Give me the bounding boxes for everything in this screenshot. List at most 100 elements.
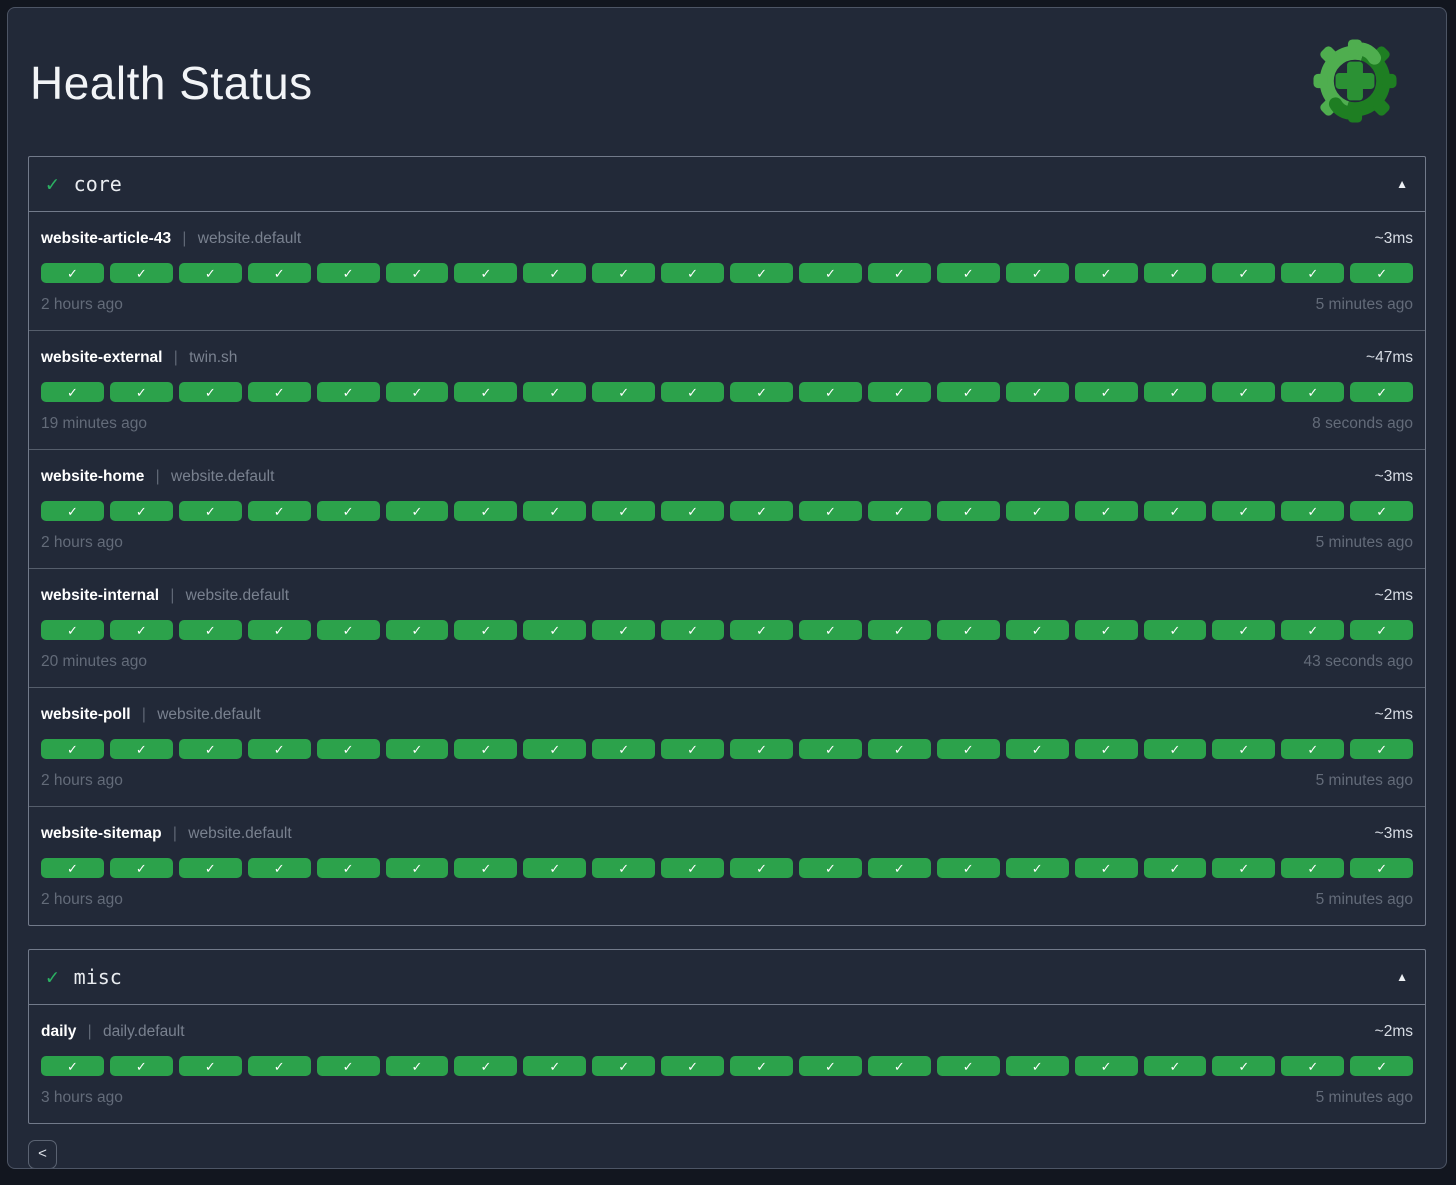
- check-pill-ok[interactable]: ✓: [867, 620, 931, 640]
- check-pill-ok[interactable]: ✓: [1005, 501, 1069, 521]
- check-pill-ok[interactable]: ✓: [316, 263, 380, 283]
- check-pill-ok[interactable]: ✓: [109, 1056, 173, 1076]
- check-pill-ok[interactable]: ✓: [385, 739, 449, 759]
- check-pill-ok[interactable]: ✓: [1350, 620, 1414, 640]
- check-pill-ok[interactable]: ✓: [730, 739, 793, 759]
- check-pill-ok[interactable]: ✓: [316, 501, 380, 521]
- check-pill-ok[interactable]: ✓: [178, 620, 242, 640]
- check-pill-ok[interactable]: ✓: [661, 858, 725, 878]
- check-pill-ok[interactable]: ✓: [867, 263, 931, 283]
- check-pill-ok[interactable]: ✓: [730, 1056, 793, 1076]
- check-pill-ok[interactable]: ✓: [1350, 858, 1414, 878]
- check-pill-ok[interactable]: ✓: [1212, 858, 1276, 878]
- check-pill-ok[interactable]: ✓: [592, 739, 656, 759]
- check-pill-ok[interactable]: ✓: [936, 501, 1000, 521]
- check-pill-ok[interactable]: ✓: [730, 858, 793, 878]
- check-pill-ok[interactable]: ✓: [936, 858, 1000, 878]
- check-pill-ok[interactable]: ✓: [661, 1056, 725, 1076]
- check-pill-ok[interactable]: ✓: [867, 1056, 931, 1076]
- check-pill-ok[interactable]: ✓: [798, 620, 862, 640]
- check-pill-ok[interactable]: ✓: [1212, 382, 1276, 402]
- check-pill-ok[interactable]: ✓: [1350, 382, 1414, 402]
- check-pill-ok[interactable]: ✓: [178, 858, 242, 878]
- check-pill-ok[interactable]: ✓: [523, 263, 587, 283]
- check-pill-ok[interactable]: ✓: [385, 620, 449, 640]
- check-pill-ok[interactable]: ✓: [730, 382, 793, 402]
- back-button[interactable]: <: [28, 1140, 57, 1168]
- check-pill-ok[interactable]: ✓: [592, 858, 656, 878]
- check-pill-ok[interactable]: ✓: [385, 382, 449, 402]
- check-pill-ok[interactable]: ✓: [523, 858, 587, 878]
- check-pill-ok[interactable]: ✓: [316, 1056, 380, 1076]
- check-pill-ok[interactable]: ✓: [661, 620, 725, 640]
- collapse-triangle-icon[interactable]: ▲: [1396, 970, 1408, 984]
- check-pill-ok[interactable]: ✓: [316, 739, 380, 759]
- section-header[interactable]: ✓ core ▲: [29, 157, 1425, 212]
- check-pill-ok[interactable]: ✓: [1143, 620, 1207, 640]
- check-pill-ok[interactable]: ✓: [247, 382, 311, 402]
- check-pill-ok[interactable]: ✓: [523, 1056, 587, 1076]
- check-pill-ok[interactable]: ✓: [1005, 1056, 1069, 1076]
- check-pill-ok[interactable]: ✓: [1281, 382, 1345, 402]
- check-pill-ok[interactable]: ✓: [798, 1056, 862, 1076]
- section-header[interactable]: ✓ misc ▲: [29, 950, 1425, 1005]
- check-pill-ok[interactable]: ✓: [178, 1056, 242, 1076]
- check-pill-ok[interactable]: ✓: [867, 382, 931, 402]
- check-pill-ok[interactable]: ✓: [523, 620, 587, 640]
- check-pill-ok[interactable]: ✓: [661, 501, 725, 521]
- check-pill-ok[interactable]: ✓: [936, 1056, 1000, 1076]
- check-pill-ok[interactable]: ✓: [798, 382, 862, 402]
- check-pill-ok[interactable]: ✓: [109, 263, 173, 283]
- check-pill-ok[interactable]: ✓: [1212, 620, 1276, 640]
- check-pill-ok[interactable]: ✓: [178, 501, 242, 521]
- check-pill-ok[interactable]: ✓: [661, 382, 725, 402]
- check-pill-ok[interactable]: ✓: [661, 739, 725, 759]
- check-pill-ok[interactable]: ✓: [41, 501, 104, 521]
- check-pill-ok[interactable]: ✓: [936, 382, 1000, 402]
- check-pill-ok[interactable]: ✓: [1143, 858, 1207, 878]
- check-pill-ok[interactable]: ✓: [1005, 382, 1069, 402]
- check-pill-ok[interactable]: ✓: [41, 382, 104, 402]
- check-pill-ok[interactable]: ✓: [798, 739, 862, 759]
- check-pill-ok[interactable]: ✓: [1281, 501, 1345, 521]
- check-pill-ok[interactable]: ✓: [41, 858, 104, 878]
- check-pill-ok[interactable]: ✓: [936, 620, 1000, 640]
- check-pill-ok[interactable]: ✓: [592, 382, 656, 402]
- check-pill-ok[interactable]: ✓: [661, 263, 725, 283]
- check-pill-ok[interactable]: ✓: [730, 263, 793, 283]
- check-pill-ok[interactable]: ✓: [109, 620, 173, 640]
- check-pill-ok[interactable]: ✓: [1074, 263, 1138, 283]
- check-pill-ok[interactable]: ✓: [1350, 501, 1414, 521]
- check-pill-ok[interactable]: ✓: [592, 1056, 656, 1076]
- check-pill-ok[interactable]: ✓: [1212, 263, 1276, 283]
- check-pill-ok[interactable]: ✓: [798, 501, 862, 521]
- check-pill-ok[interactable]: ✓: [41, 263, 104, 283]
- check-pill-ok[interactable]: ✓: [247, 1056, 311, 1076]
- check-pill-ok[interactable]: ✓: [1074, 1056, 1138, 1076]
- check-pill-ok[interactable]: ✓: [592, 620, 656, 640]
- check-pill-ok[interactable]: ✓: [867, 858, 931, 878]
- check-pill-ok[interactable]: ✓: [1143, 263, 1207, 283]
- check-pill-ok[interactable]: ✓: [1074, 501, 1138, 521]
- check-pill-ok[interactable]: ✓: [247, 620, 311, 640]
- check-pill-ok[interactable]: ✓: [1143, 1056, 1207, 1076]
- check-pill-ok[interactable]: ✓: [730, 620, 793, 640]
- check-pill-ok[interactable]: ✓: [592, 501, 656, 521]
- check-pill-ok[interactable]: ✓: [1074, 382, 1138, 402]
- check-pill-ok[interactable]: ✓: [109, 858, 173, 878]
- check-pill-ok[interactable]: ✓: [247, 739, 311, 759]
- collapse-triangle-icon[interactable]: ▲: [1396, 177, 1408, 191]
- check-pill-ok[interactable]: ✓: [454, 620, 518, 640]
- check-pill-ok[interactable]: ✓: [1143, 382, 1207, 402]
- check-pill-ok[interactable]: ✓: [454, 1056, 518, 1076]
- check-pill-ok[interactable]: ✓: [41, 1056, 104, 1076]
- check-pill-ok[interactable]: ✓: [1350, 739, 1414, 759]
- check-pill-ok[interactable]: ✓: [1212, 739, 1276, 759]
- check-pill-ok[interactable]: ✓: [798, 858, 862, 878]
- check-pill-ok[interactable]: ✓: [1350, 263, 1414, 283]
- check-pill-ok[interactable]: ✓: [798, 263, 862, 283]
- check-pill-ok[interactable]: ✓: [936, 739, 1000, 759]
- check-pill-ok[interactable]: ✓: [1281, 620, 1345, 640]
- check-pill-ok[interactable]: ✓: [1281, 263, 1345, 283]
- check-pill-ok[interactable]: ✓: [1005, 739, 1069, 759]
